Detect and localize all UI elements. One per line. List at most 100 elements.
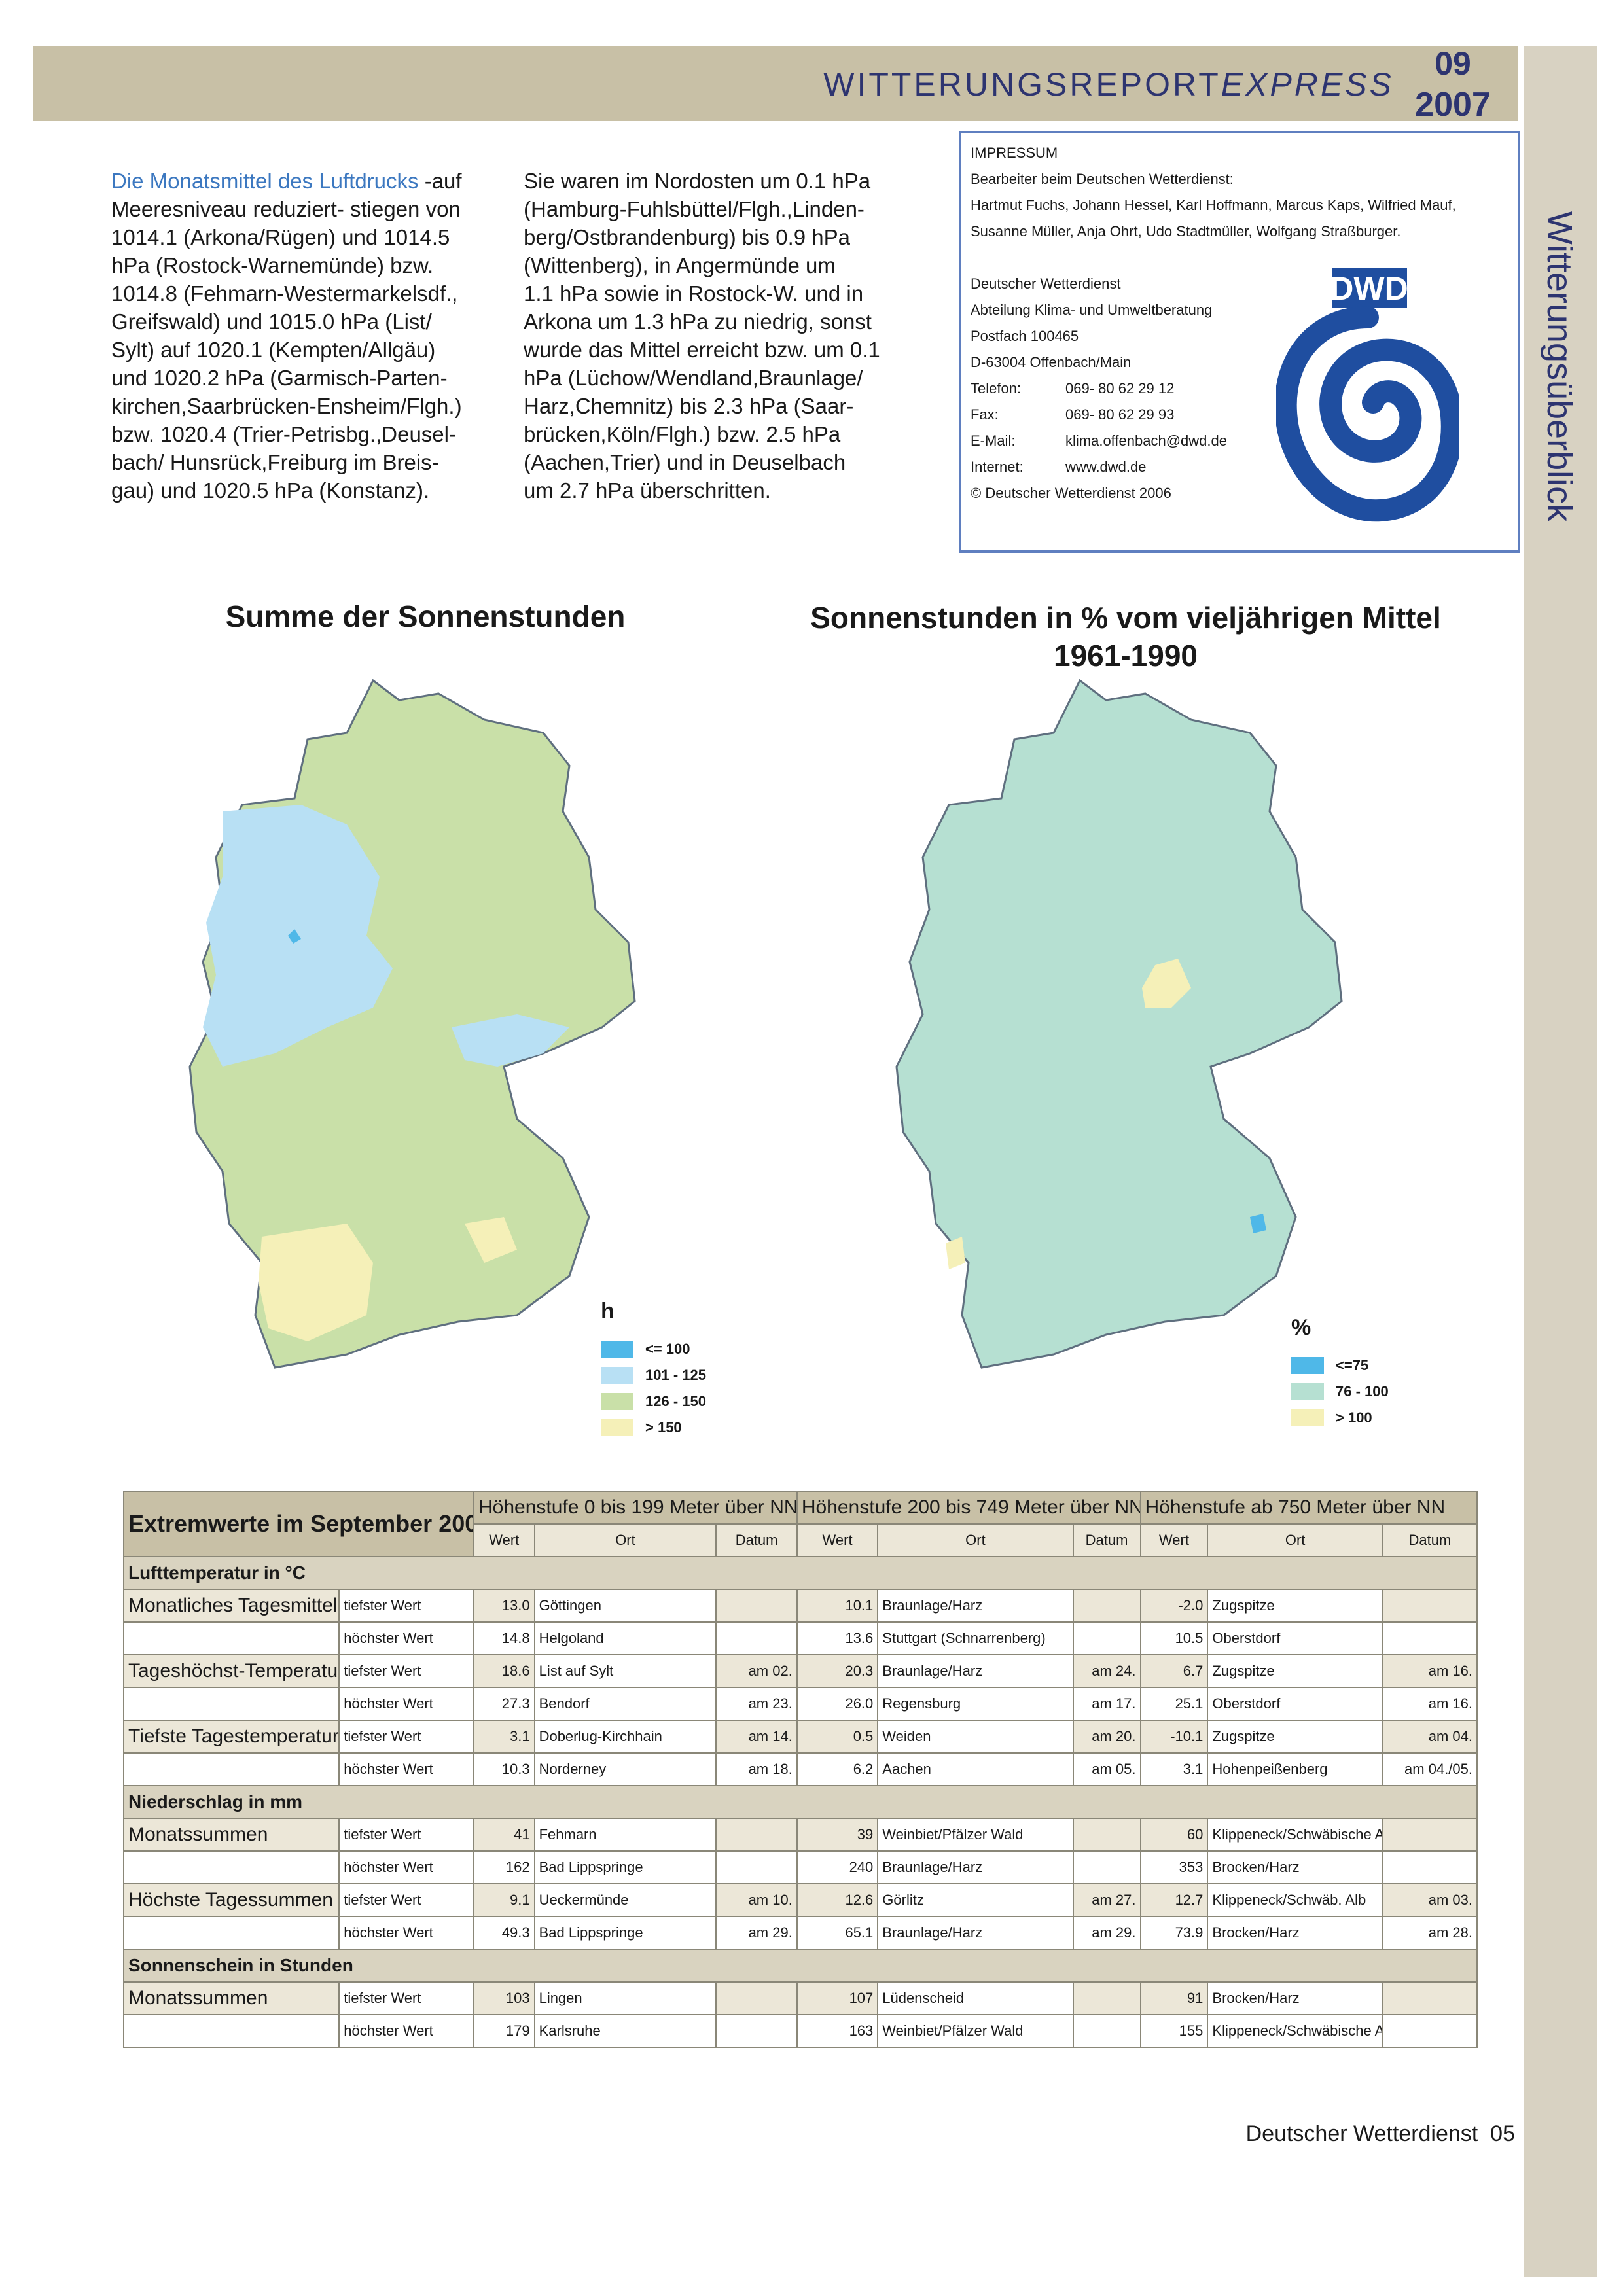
cell-date: am 24. [1072, 1654, 1141, 1688]
cell-value: -10.1 [1139, 1720, 1209, 1754]
intro-line: brücken,Köln/Flgh.) bzw. 2.5 hPa [524, 422, 841, 446]
zone-header: Höhenstufe 0 bis 199 Meter über NN [473, 1491, 798, 1525]
cell-date: am 23. [715, 1687, 798, 1721]
cell-date [1072, 1981, 1141, 2015]
intro-line: um 2.7 hPa überschritten. [524, 478, 771, 503]
cell-location: Bendorf [533, 1687, 717, 1721]
cell-value: 18.6 [473, 1654, 535, 1688]
cell-date [715, 1589, 798, 1623]
cell-value: 12.7 [1139, 1883, 1209, 1917]
cell-location: Zugspitze [1207, 1720, 1383, 1754]
cell-value: 9.1 [473, 1883, 535, 1917]
cell-value: 73.9 [1139, 1916, 1209, 1950]
cell-value: 163 [796, 2014, 879, 2048]
mail-value[interactable]: klima.offenbach@dwd.de [1065, 433, 1227, 449]
table-row: höchster Wert 10.3 Norderney am 18. 6.2 Aache… [122, 1752, 1478, 1786]
cell-value: 162 [473, 1850, 535, 1884]
impressum-box: IMPRESSUM Bearbeiter beim Deutschen Wett… [959, 131, 1520, 553]
cell-date [715, 2014, 798, 2048]
impressum-box-address: Postfach 100465 [971, 328, 1079, 344]
cell-value: 107 [796, 1981, 879, 2015]
cell-location: Braunlage/Harz [877, 1589, 1074, 1623]
cell-date [715, 1981, 798, 2015]
cell-date [1382, 1621, 1478, 1655]
cell-location: Klippeneck/Schwäbische Alb [1207, 2014, 1383, 2048]
cell-date [1072, 1850, 1141, 1884]
cell-date: am 03. [1382, 1883, 1478, 1917]
intro-line: 1014.8 (Fehmarn-Westermarkelsdf., [111, 281, 458, 306]
intro-column-2: Sie waren im Nordosten um 0.1 hPa (Hambu… [524, 167, 923, 504]
cell-value: 10.1 [796, 1589, 879, 1623]
page-number: 05 [1490, 2121, 1515, 2146]
col-datum: Datum [715, 1523, 798, 1557]
map2-legend-item: 76 - 100 [1291, 1379, 1389, 1405]
cell-date: am 04. [1382, 1720, 1478, 1754]
map2-subtitle: 1961-1990 [1054, 639, 1198, 673]
cell-location: Brocken/Harz [1207, 1850, 1383, 1884]
value-kind: höchster Wert [338, 1687, 474, 1721]
cell-value: -2.0 [1139, 1589, 1209, 1623]
legend-swatch [601, 1393, 633, 1410]
intro-line: Sie waren im Nordosten um 0.1 hPa [524, 169, 871, 193]
map2-title-line: Sonnenstunden in % vom vieljährigen Mitt… [810, 601, 1441, 635]
col-ort: Ort [877, 1523, 1074, 1557]
cell-value: 26.0 [796, 1687, 879, 1721]
group-label [122, 1916, 340, 1950]
map1-region-high [465, 1217, 517, 1263]
value-kind: tiefster Wert [338, 1883, 474, 1917]
intro-line: und 1020.2 hPa (Garmisch-Parten- [111, 366, 448, 390]
intro-line: hPa (Lüchow/Wendland,Braunlage/ [524, 366, 863, 390]
cell-location: Ueckermünde [533, 1883, 717, 1917]
map1-legend-item: <= 100 [601, 1336, 706, 1362]
fax-value: 069- 80 62 29 93 [1065, 406, 1175, 423]
cell-date [1382, 1850, 1478, 1884]
intro-column-1: Die Monatsmittel des Luftdrucks -auf Mee… [111, 167, 504, 504]
web-value[interactable]: www.dwd.de [1065, 459, 1147, 475]
value-kind: höchster Wert [338, 1916, 474, 1950]
report-title-italic: EXPRESS [1221, 66, 1394, 103]
col-wert: Wert [473, 1523, 535, 1557]
legend-swatch [601, 1419, 633, 1436]
cell-value: 0.5 [796, 1720, 879, 1754]
cell-location: Zugspitze [1207, 1589, 1383, 1623]
intro-line: -auf [424, 169, 462, 193]
group-label [122, 1850, 340, 1884]
intro-line: 1014.1 (Arkona/Rügen) und 1014.5 [111, 225, 450, 249]
table-title: Extremwerte im September 2007 [123, 1491, 474, 1557]
table-header-row: Extremwerte im September 2007 Höhenstufe… [123, 1491, 1478, 1557]
impressum-dept: Abteilung Klima- und Umweltberatung [971, 302, 1213, 318]
cell-location: Zugspitze [1207, 1654, 1383, 1688]
intro-line: 1.1 hPa sowie in Rostock-W. und in [524, 281, 864, 306]
extremes-table: Extremwerte im September 2007 Höhenstufe… [122, 1491, 1478, 2048]
map1-legend-item: 126 - 150 [601, 1388, 706, 1415]
legend-label: > 100 [1336, 1409, 1372, 1426]
group-label [122, 1752, 340, 1786]
section-title: Lufttemperatur in °C [123, 1556, 1478, 1590]
legend-swatch [601, 1367, 633, 1384]
cell-date: am 04./05. [1382, 1752, 1478, 1786]
cell-date [1382, 1818, 1478, 1852]
map1-legend: h <= 100 101 - 125 126 - 150 > 150 [601, 1299, 706, 1441]
cell-value: 13.6 [796, 1621, 879, 1655]
table-subheader-row: Wert Ort Datum Wert Ort Datum Wert Ort D… [124, 1523, 1478, 1557]
cell-value: 27.3 [473, 1687, 535, 1721]
impressum-heading: IMPRESSUM [971, 145, 1058, 161]
intro-line: bach/ Hunsrück,Freiburg im Breis- [111, 450, 439, 474]
value-kind: höchster Wert [338, 1850, 474, 1884]
table-row: Tiefste Tagestemperatur tiefster Wert 3.1 D… [122, 1720, 1478, 1754]
group-label [122, 2014, 340, 2048]
cell-date: am 28. [1382, 1916, 1478, 1950]
impressum-copyright: © Deutscher Wetterdienst 2006 [971, 485, 1171, 501]
cell-value: 103 [473, 1981, 535, 2015]
legend-swatch [1291, 1409, 1324, 1426]
intro-line: (Hamburg-Fuhlsbüttel/Flgh.,Linden- [524, 197, 865, 221]
intro-line: Greifswald) und 1015.0 hPa (List/ [111, 309, 432, 334]
map1-sunshine-hours [188, 679, 636, 1369]
cell-value: 240 [796, 1850, 879, 1884]
cell-date: am 18. [715, 1752, 798, 1786]
table-row: höchster Wert 179 Karlsruhe 163 Weinbiet/Pfä… [122, 2014, 1478, 2048]
cell-location: Brocken/Harz [1207, 1916, 1383, 1950]
cell-date [1382, 2014, 1478, 2048]
map1-region-lowest [288, 929, 301, 944]
map1-region-lowlight [452, 1014, 569, 1067]
